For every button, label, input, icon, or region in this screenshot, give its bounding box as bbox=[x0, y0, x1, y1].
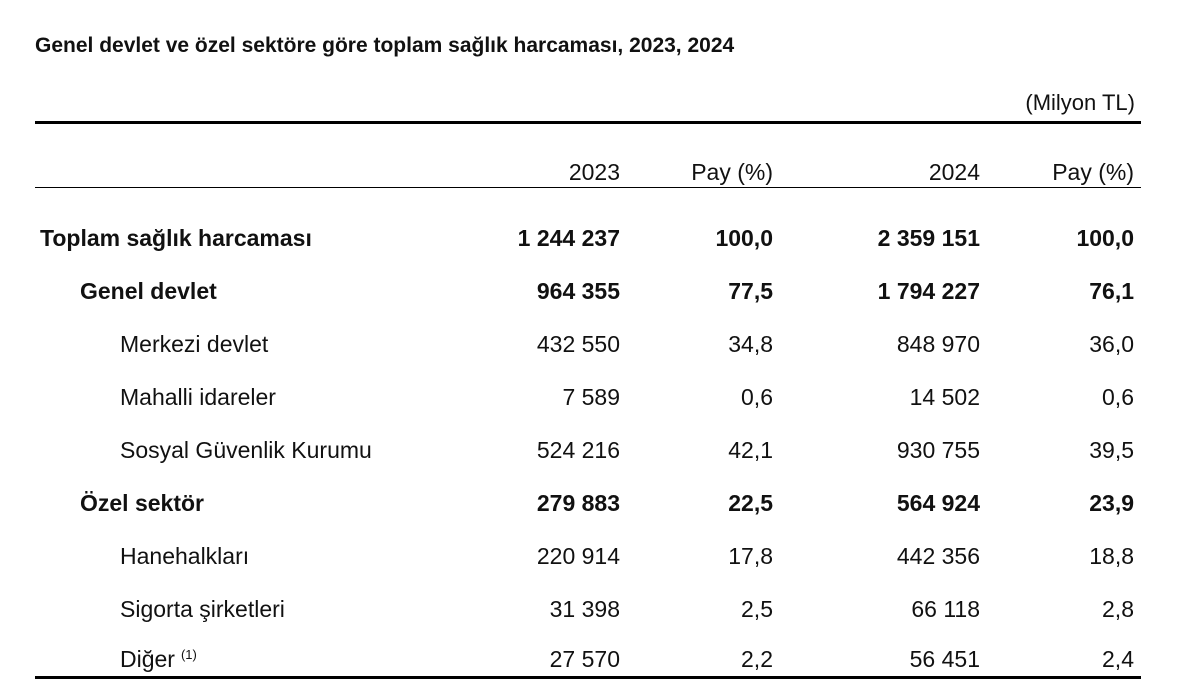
table-cell: 100,0 bbox=[715, 225, 773, 251]
top-rule bbox=[35, 121, 1141, 124]
table-cell: 964 355 bbox=[536, 278, 620, 304]
table-cell: 56 451 bbox=[909, 646, 980, 672]
row-label: Mahalli idareler bbox=[120, 384, 276, 410]
table-cell: 27 570 bbox=[549, 646, 620, 672]
table-cell: 17,8 bbox=[728, 543, 773, 569]
table-cell: 2,4 bbox=[1102, 646, 1134, 672]
table-cell: 77,5 bbox=[728, 278, 773, 304]
table-cell: 524 216 bbox=[536, 437, 620, 463]
column-header: Pay (%) bbox=[691, 159, 773, 185]
row-label: Özel sektör bbox=[80, 490, 204, 516]
row-label: Genel devlet bbox=[80, 278, 217, 304]
table-cell: 1 794 227 bbox=[877, 278, 980, 304]
header-rule bbox=[35, 187, 1141, 188]
column-header: 2024 bbox=[928, 159, 980, 185]
table-cell: 39,5 bbox=[1089, 437, 1134, 463]
table-cell: 14 502 bbox=[909, 384, 980, 410]
table-cell: 0,6 bbox=[1102, 384, 1134, 410]
table-cell: 432 550 bbox=[536, 331, 620, 357]
table-cell: 2 359 151 bbox=[877, 225, 980, 251]
table-cell: 100,0 bbox=[1076, 225, 1134, 251]
row-label: Hanehalkları bbox=[120, 543, 250, 569]
table-cell: 18,8 bbox=[1089, 543, 1134, 569]
table-cell: 42,1 bbox=[728, 437, 773, 463]
row-label: Sosyal Güvenlik Kurumu bbox=[120, 437, 372, 463]
row-label: Toplam sağlık harcaması bbox=[40, 225, 312, 251]
table-title: Genel devlet ve özel sektöre göre toplam… bbox=[35, 34, 735, 57]
table-cell: 36,0 bbox=[1089, 331, 1134, 357]
table-cell: 2,5 bbox=[741, 596, 773, 622]
table-cell: 66 118 bbox=[911, 596, 980, 622]
table-cell: 220 914 bbox=[536, 543, 620, 569]
table-cell: 34,8 bbox=[728, 331, 773, 357]
unit-label: (Milyon TL) bbox=[1025, 90, 1135, 115]
column-header: Pay (%) bbox=[1052, 159, 1134, 185]
table-cell: 1 244 237 bbox=[517, 225, 620, 251]
table-cell: 7 589 bbox=[562, 384, 620, 410]
table-cell: 23,9 bbox=[1089, 490, 1134, 516]
footnote-marker: (1) bbox=[180, 647, 197, 662]
row-label: Sigorta şirketleri bbox=[120, 596, 285, 622]
table-cell: 2,2 bbox=[741, 646, 773, 672]
bottom-rule bbox=[35, 676, 1141, 679]
column-header: 2023 bbox=[568, 159, 620, 185]
table-cell: 564 924 bbox=[896, 490, 980, 516]
table-cell: 279 883 bbox=[536, 490, 620, 516]
table-cell: 22,5 bbox=[728, 490, 773, 516]
table-cell: 0,6 bbox=[741, 384, 773, 410]
table-cell: 442 356 bbox=[896, 543, 980, 569]
table-cell: 2,8 bbox=[1102, 596, 1134, 622]
row-label: Merkezi devlet bbox=[120, 331, 269, 357]
row-label: Diğer (1) bbox=[120, 646, 197, 672]
table-cell: 76,1 bbox=[1089, 278, 1134, 304]
table-cell: 31 398 bbox=[549, 596, 620, 622]
table-cell: 930 755 bbox=[896, 437, 980, 463]
table-cell: 848 970 bbox=[896, 331, 980, 357]
